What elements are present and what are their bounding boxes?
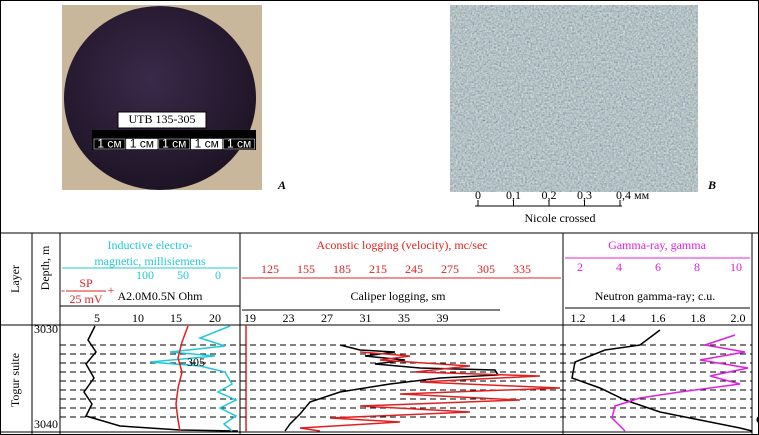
label: 1.6 [651, 311, 666, 325]
label: 155 [297, 262, 315, 276]
scale-label: 0,3 [577, 188, 592, 202]
label: 15 [170, 311, 182, 325]
label: 245 [405, 262, 423, 276]
label: 125 [261, 262, 279, 276]
label: 10 [730, 260, 742, 274]
scale-cell [126, 138, 158, 150]
scale-cell [158, 138, 191, 150]
label: SP [79, 276, 93, 290]
label: 5 [94, 311, 100, 325]
panel-label: B [707, 178, 716, 192]
label: 6 [655, 260, 661, 274]
scale-label: 0,4 мм [616, 188, 650, 202]
label: 100 [136, 268, 154, 282]
log-grid [0, 232, 759, 435]
label: 185 [333, 262, 351, 276]
label: 0 [215, 268, 221, 282]
label: 335 [513, 262, 531, 276]
label: 215 [369, 262, 387, 276]
label: 10 [132, 311, 144, 325]
scale-cell [223, 138, 255, 150]
scale-label: 1 см [227, 137, 251, 151]
thin-section-photo [450, 5, 698, 192]
label: 27 [321, 311, 333, 325]
label: A2.0M0.5N Ohm [117, 289, 203, 303]
label: 25 mV [70, 292, 103, 306]
label: 39 [437, 311, 449, 325]
label: 1.2 [571, 311, 586, 325]
panel-label: A [277, 178, 286, 192]
log-curves [83, 325, 753, 432]
label: 3030 [34, 322, 58, 336]
label: Neutron gamma-ray; c.u. [595, 289, 716, 303]
label: 3040 [34, 417, 58, 431]
rock-sample [64, 6, 256, 190]
label: C [756, 412, 759, 426]
scale-label: 0,2 [542, 188, 557, 202]
scale-cell [93, 138, 126, 150]
label: 35 [398, 311, 410, 325]
scale-label: 1 см [97, 137, 121, 151]
label: + [108, 283, 115, 297]
marker-label: 305 [187, 355, 205, 369]
label: 23 [283, 311, 295, 325]
scale-label: 1 см [162, 137, 186, 151]
scale-label: 1 см [195, 137, 219, 151]
label: 50 [177, 268, 189, 282]
label: Depth, m [38, 245, 52, 290]
label: 2.0 [731, 311, 746, 325]
label: 2 [577, 260, 583, 274]
scale-label: 0,1 [506, 188, 521, 202]
label: 1.8 [691, 311, 706, 325]
sample-label: UTB 135-305 [129, 112, 196, 126]
scale-cell [190, 138, 223, 150]
label: Layer [8, 265, 22, 293]
label: 275 [441, 262, 459, 276]
label: 19 [244, 311, 256, 325]
scale-label: 0 [475, 188, 481, 202]
caption: Nicole crossed [525, 211, 596, 225]
label: magnetic, millisiemens [94, 254, 206, 268]
label: 8 [694, 260, 700, 274]
label: 305 [477, 262, 495, 276]
label: 31 [360, 311, 372, 325]
label: Togur suite [8, 353, 22, 407]
label: 1.4 [611, 311, 626, 325]
label: - [61, 283, 65, 297]
label: 20 [209, 311, 221, 325]
label: Inductive electro- [108, 238, 193, 252]
label: Aconstic logging (velocity), mc/sec [316, 238, 487, 252]
sample-tag [117, 111, 207, 129]
label: Gamma-ray, gamma [608, 238, 707, 252]
scale-label: 1 см [130, 137, 154, 151]
label: 4 [616, 260, 622, 274]
label: Caliper logging, sm [351, 289, 447, 303]
